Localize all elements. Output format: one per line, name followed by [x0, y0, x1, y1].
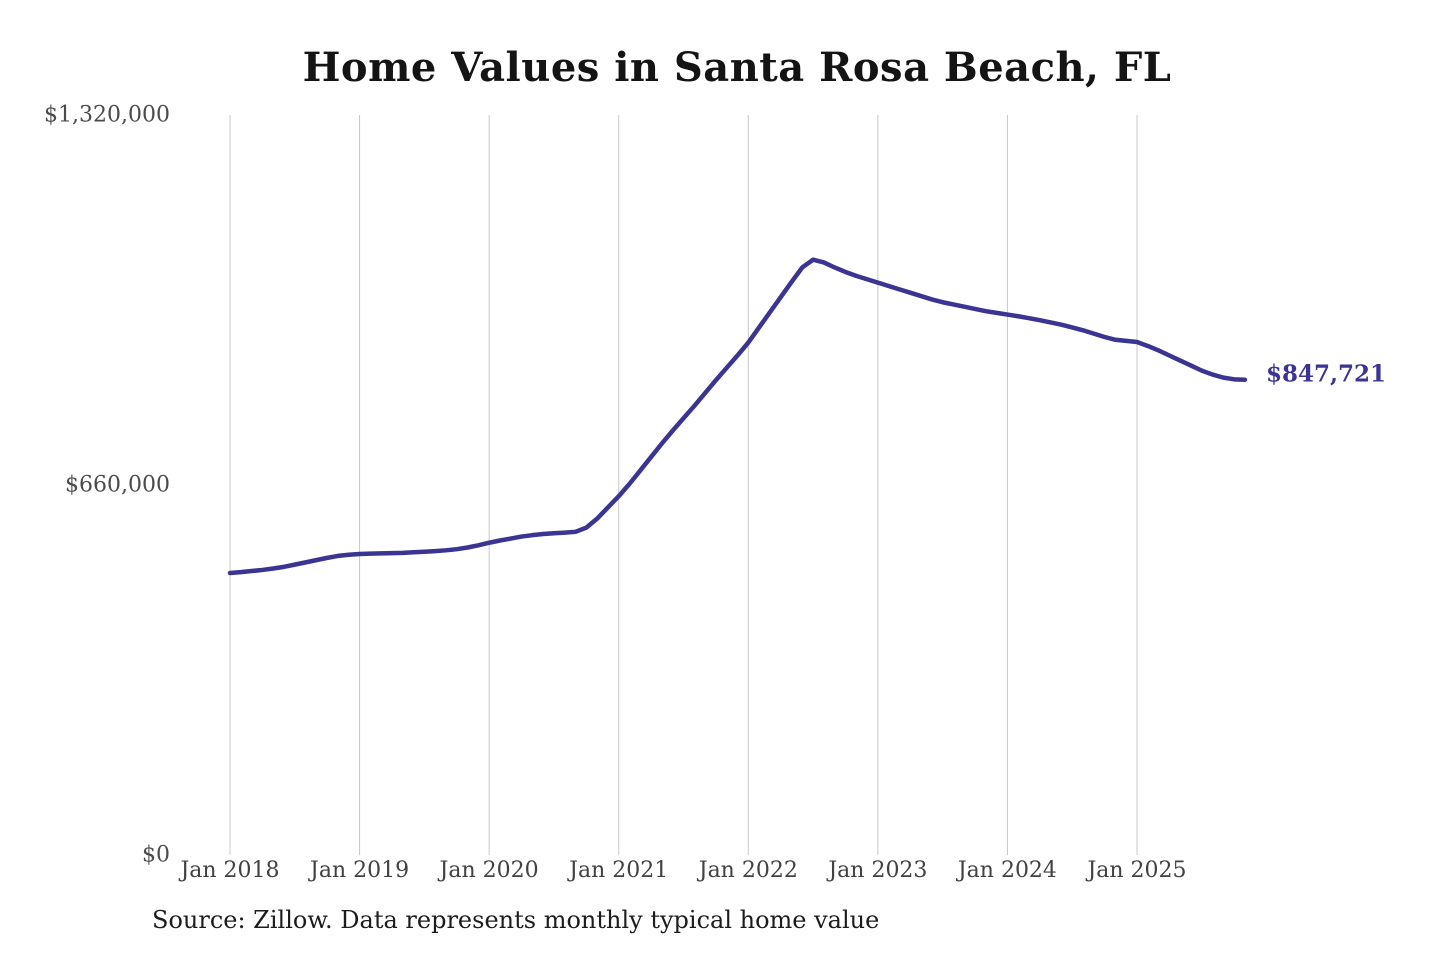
x-tick-label-2025: Jan 2025: [1087, 858, 1187, 883]
latest-value-label: $847,721: [1266, 360, 1387, 388]
x-tick-label-2021: Jan 2021: [569, 858, 669, 883]
x-tick-label-2024: Jan 2024: [957, 858, 1057, 883]
x-tick-label-2023: Jan 2023: [828, 858, 928, 883]
chart-title: Home Values in Santa Rosa Beach, FL: [302, 44, 1172, 91]
x-tick-label-2022: Jan 2022: [698, 858, 798, 883]
y-tick-label-660k: $660,000: [65, 472, 170, 498]
y-tick-label-1320k: $1,320,000: [44, 102, 170, 128]
x-tick-label-2019: Jan 2019: [310, 858, 410, 883]
x-tick-label-2018: Jan 2018: [180, 858, 280, 883]
y-tick-label-0: $0: [142, 842, 170, 868]
gridlines: [229, 115, 1138, 855]
source-note: Source: Zillow. Data represents monthly …: [152, 906, 880, 934]
x-tick-label-2020: Jan 2020: [439, 858, 539, 883]
home-value-line: [227, 257, 1248, 576]
